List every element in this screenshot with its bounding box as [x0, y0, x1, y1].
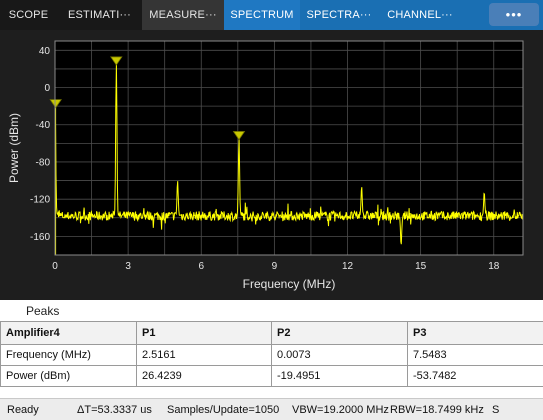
tab-spectrum[interactable]: SPECTRUM	[224, 0, 300, 30]
table-header-row: Amplifier4 P1 P2 P3	[0, 321, 543, 345]
x-tick-label: 15	[415, 261, 427, 272]
x-tick-label: 3	[125, 261, 131, 272]
x-tick-label: 6	[198, 261, 204, 272]
peak-marker-icon	[49, 99, 62, 109]
tab-channel[interactable]: CHANNEL···	[378, 0, 462, 30]
peak-marker-icon	[232, 131, 246, 141]
x-tick-label: 0	[52, 261, 58, 272]
plot-background	[55, 41, 523, 255]
y-tick-label: -120	[30, 195, 50, 206]
more-options-button[interactable]: •••	[489, 3, 539, 26]
y-tick-label: 40	[39, 46, 51, 57]
peaks-table: Amplifier4 P1 P2 P3 Frequency (MHz) 2.51…	[0, 321, 543, 387]
table-row: Frequency (MHz) 2.5161 0.0073 7.5483	[0, 344, 543, 366]
y-tick-label: 0	[44, 83, 50, 94]
cell-p2-power: -19.4951	[271, 365, 408, 387]
spectrum-trace	[54, 63, 524, 245]
header-cell-source: Amplifier4	[0, 321, 137, 345]
row-label-frequency: Frequency (MHz)	[0, 344, 137, 366]
plot-border	[54, 40, 524, 256]
x-tick-label: 18	[488, 261, 500, 272]
cell-p2-frequency: 0.0073	[271, 344, 408, 366]
cell-p3-frequency: 7.5483	[407, 344, 543, 366]
spectrum-chart[interactable]: 0 3 6 9 12 15 18 40 0 -40 -80 -120 -160 Frequency (MH…	[0, 30, 543, 296]
toolstrip: SCOPE ESTIMATI··· MEASURE··· SPECTRUM SP…	[0, 0, 543, 30]
y-tick-label: -40	[36, 120, 51, 131]
status-samples-update: Samples/Update=1050	[167, 403, 280, 416]
cell-p1-power: 26.4239	[136, 365, 272, 387]
status-vbw: VBW=19.2000 MHz	[292, 403, 389, 416]
tab-estimation[interactable]: ESTIMATI···	[67, 9, 132, 21]
cell-p1-frequency: 2.5161	[136, 344, 272, 366]
header-cell-p2: P2	[271, 321, 408, 345]
status-rbw: RBW=18.7499 kHz	[390, 403, 484, 416]
tab-measurements[interactable]: MEASURE···	[142, 0, 224, 30]
status-ready: Ready	[7, 403, 39, 416]
y-tick-label: -80	[36, 157, 51, 168]
header-cell-p1: P1	[136, 321, 272, 345]
y-tick-label: -160	[30, 232, 50, 243]
peaks-panel: Peaks Amplifier4 P1 P2 P3 Frequency (MHz…	[0, 300, 543, 398]
x-tick-label: 12	[342, 261, 354, 272]
status-bar: Ready ΔT=53.3337 us Samples/Update=1050 …	[0, 398, 543, 420]
status-delta-t: ΔT=53.3337 us	[77, 403, 152, 416]
tab-spectral[interactable]: SPECTRA···	[300, 0, 378, 30]
header-cell-p3: P3	[407, 321, 543, 345]
peak-marker-icon	[110, 56, 123, 66]
status-extra: S	[492, 403, 500, 416]
y-axis-title: Power (dBm)	[7, 113, 21, 183]
x-axis-title: Frequency (MHz)	[243, 277, 336, 291]
spectrum-plot[interactable]: 0 3 6 9 12 15 18 40 0 -40 -80 -120 -160 Frequency (MH…	[0, 30, 543, 296]
cell-p3-power: -53.7482	[407, 365, 543, 387]
row-label-power: Power (dBm)	[0, 365, 137, 387]
x-tick-label: 9	[272, 261, 278, 272]
tab-scope[interactable]: SCOPE	[8, 9, 49, 21]
table-row: Power (dBm) 26.4239 -19.4951 -53.7482	[0, 365, 543, 387]
peaks-panel-title: Peaks	[26, 304, 60, 318]
